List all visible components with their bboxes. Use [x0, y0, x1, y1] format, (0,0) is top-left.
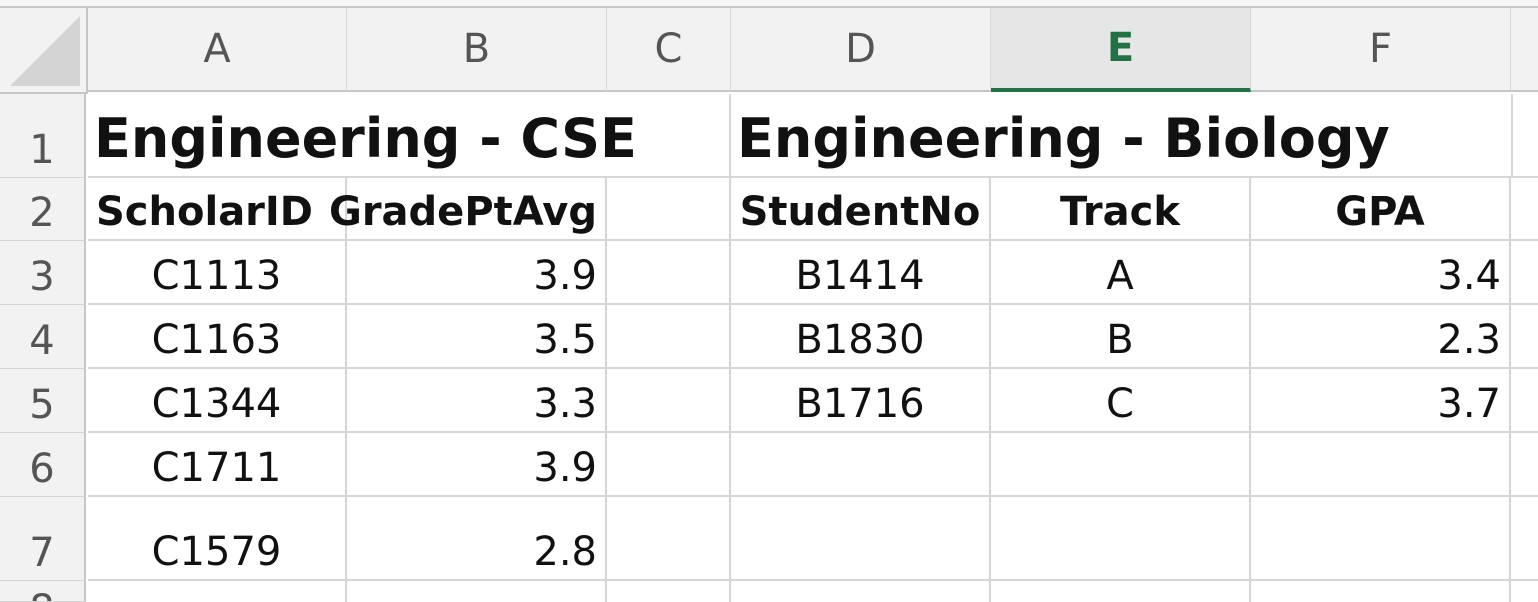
- cell-f6[interactable]: [1251, 433, 1511, 497]
- column-header-g[interactable]: [1511, 8, 1538, 92]
- cell-c7[interactable]: [607, 497, 731, 581]
- cell-a3[interactable]: C1113: [88, 241, 347, 305]
- column-header-a[interactable]: A: [88, 8, 347, 92]
- cell-f5[interactable]: 3.7: [1251, 369, 1511, 433]
- cell-a6[interactable]: C1711: [88, 433, 347, 497]
- cell-d2-header[interactable]: StudentNo: [731, 178, 991, 241]
- cell-g5[interactable]: [1511, 369, 1538, 433]
- cell-d1-title-biology[interactable]: Engineering - Biology: [731, 94, 1511, 178]
- cell-d7[interactable]: [731, 497, 991, 581]
- column-header-d[interactable]: D: [731, 8, 991, 92]
- toolbar-edge: [0, 0, 1538, 8]
- cell-e7[interactable]: [991, 497, 1251, 581]
- cell-a8[interactable]: [88, 581, 347, 602]
- row-header-8[interactable]: 8: [0, 581, 86, 602]
- cell-f8[interactable]: [1251, 581, 1511, 602]
- cell-b5[interactable]: 3.3: [347, 369, 607, 433]
- row-header-3[interactable]: 3: [0, 241, 86, 305]
- cell-c6[interactable]: [607, 433, 731, 497]
- select-all-button[interactable]: [0, 8, 88, 94]
- cell-g8[interactable]: [1511, 581, 1538, 602]
- column-header-e[interactable]: E: [991, 8, 1251, 92]
- cell-b3[interactable]: 3.9: [347, 241, 607, 305]
- cell-a4[interactable]: C1163: [88, 305, 347, 369]
- cell-a5[interactable]: C1344: [88, 369, 347, 433]
- cell-a2-header[interactable]: ScholarID: [88, 178, 347, 241]
- row-header-2[interactable]: 2: [0, 178, 86, 241]
- row-header-5[interactable]: 5: [0, 369, 86, 433]
- cell-b6[interactable]: 3.9: [347, 433, 607, 497]
- cell-c2[interactable]: [607, 178, 731, 241]
- row-header-4[interactable]: 4: [0, 305, 86, 369]
- cell-c3[interactable]: [607, 241, 731, 305]
- cell-a1-title-cse[interactable]: Engineering - CSE: [88, 94, 637, 178]
- cell-g7[interactable]: [1511, 497, 1538, 581]
- cell-g1[interactable]: [1511, 94, 1538, 178]
- cell-d8[interactable]: [731, 581, 991, 602]
- select-all-triangle-icon: [10, 16, 80, 86]
- cell-f7[interactable]: [1251, 497, 1511, 581]
- column-header-c[interactable]: C: [607, 8, 731, 92]
- cell-g2[interactable]: [1511, 178, 1538, 241]
- column-header-f[interactable]: F: [1251, 8, 1511, 92]
- cell-d5[interactable]: B1716: [731, 369, 991, 433]
- cell-g3[interactable]: [1511, 241, 1538, 305]
- cell-e8[interactable]: [991, 581, 1251, 602]
- cell-f3[interactable]: 3.4: [1251, 241, 1511, 305]
- cell-e2-header[interactable]: Track: [991, 178, 1251, 241]
- row-header-7[interactable]: 7: [0, 497, 86, 581]
- cell-d3[interactable]: B1414: [731, 241, 991, 305]
- cell-a7[interactable]: C1579: [88, 497, 347, 581]
- cell-d6[interactable]: [731, 433, 991, 497]
- cell-f4[interactable]: 2.3: [1251, 305, 1511, 369]
- cell-c1[interactable]: [607, 94, 731, 178]
- cell-b2-header[interactable]: GradePtAvg: [329, 178, 607, 241]
- cell-f2-header[interactable]: GPA: [1251, 178, 1511, 241]
- row-header-8-label: 8: [29, 587, 54, 601]
- cell-e5[interactable]: C: [991, 369, 1251, 433]
- cell-c5[interactable]: [607, 369, 731, 433]
- cell-e3[interactable]: A: [991, 241, 1251, 305]
- cell-b4[interactable]: 3.5: [347, 305, 607, 369]
- cell-b8[interactable]: [347, 581, 607, 602]
- cell-c4[interactable]: [607, 305, 731, 369]
- row-header-1[interactable]: 1: [0, 94, 86, 178]
- row-header-6[interactable]: 6: [0, 433, 86, 497]
- cell-c8[interactable]: [607, 581, 731, 602]
- cell-g4[interactable]: [1511, 305, 1538, 369]
- cell-e6[interactable]: [991, 433, 1251, 497]
- cell-d4[interactable]: B1830: [731, 305, 991, 369]
- cell-g6[interactable]: [1511, 433, 1538, 497]
- cell-b7[interactable]: 2.8: [347, 497, 607, 581]
- cell-e4[interactable]: B: [991, 305, 1251, 369]
- column-header-b[interactable]: B: [347, 8, 607, 92]
